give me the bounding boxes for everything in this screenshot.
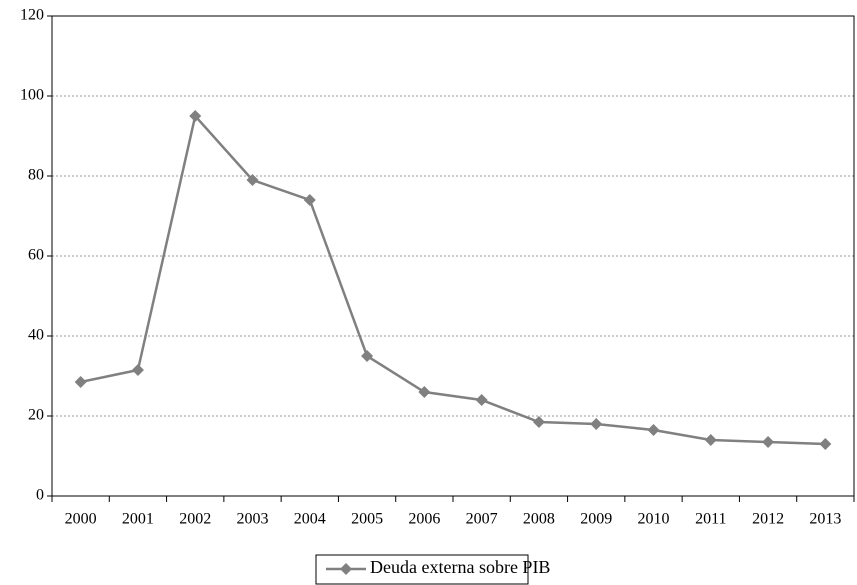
data-point — [590, 418, 603, 430]
y-tick-label: 40 — [28, 327, 44, 344]
x-tick-label: 2004 — [294, 511, 326, 528]
y-tick-label: 120 — [20, 7, 44, 24]
x-tick-label: 2000 — [65, 511, 97, 528]
legend-label: Deuda externa sobre PIB — [370, 557, 550, 577]
y-tick-label: 0 — [36, 487, 44, 504]
data-point — [246, 174, 259, 186]
x-tick-label: 2011 — [695, 511, 726, 528]
data-point — [475, 394, 488, 406]
data-point — [361, 350, 374, 362]
data-point — [418, 386, 431, 398]
x-tick-label: 2007 — [466, 511, 498, 528]
x-tick-label: 2009 — [580, 511, 612, 528]
x-tick-label: 2013 — [809, 511, 841, 528]
data-point — [74, 376, 87, 388]
legend-marker — [340, 563, 352, 575]
grid — [52, 15, 854, 497]
y-tick-label: 80 — [28, 167, 44, 184]
y-tick-label: 60 — [28, 247, 44, 264]
data-point — [704, 434, 717, 446]
x-tick-label: 2008 — [523, 511, 555, 528]
data-point — [819, 438, 832, 450]
x-tick-label: 2002 — [179, 511, 211, 528]
x-tick-label: 2012 — [752, 511, 784, 528]
y-tick-label: 100 — [20, 87, 44, 104]
data-point — [762, 436, 775, 448]
series-line — [80, 113, 826, 446]
y-tick-label: 20 — [28, 407, 44, 424]
data-point — [647, 424, 660, 436]
data-point — [303, 194, 316, 206]
x-tick-label: 2003 — [237, 511, 269, 528]
x-tick-label: 2010 — [638, 511, 670, 528]
legend: Deuda externa sobre PIB — [315, 554, 550, 585]
x-tick-label: 2005 — [351, 511, 383, 528]
data-point — [189, 110, 202, 122]
data-point — [131, 364, 144, 376]
data-point — [532, 416, 545, 428]
x-tick-label: 2001 — [122, 511, 154, 528]
x-tick-label: 2006 — [408, 511, 440, 528]
